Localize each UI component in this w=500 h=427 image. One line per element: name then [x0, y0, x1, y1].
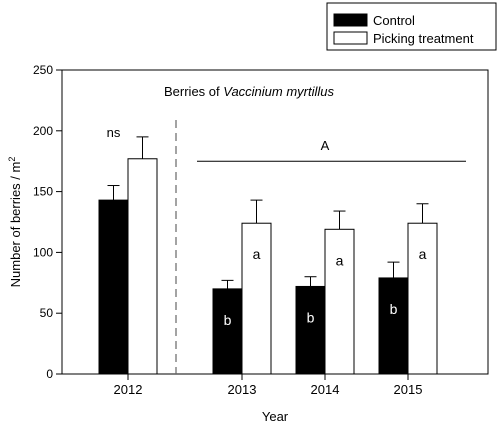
- y-tick-label: 250: [33, 63, 53, 77]
- legend-swatch-control: [333, 13, 368, 27]
- x-axis-label: Year: [262, 409, 289, 424]
- legend-label-picking: Picking treatment: [373, 31, 474, 46]
- bar: [212, 288, 243, 375]
- bar: [127, 158, 158, 375]
- significance-letter: b: [390, 301, 398, 317]
- plot-frame: [61, 69, 489, 375]
- legend-swatch-picking: [333, 31, 368, 45]
- bar: [241, 222, 272, 375]
- chart-title: Berries of Vaccinium myrtillus: [164, 84, 335, 99]
- x-tick-label: 2014: [311, 382, 340, 397]
- bar: [407, 222, 438, 375]
- bars-layer: b b b a a a: [98, 136, 438, 375]
- x-tick-label: 2012: [114, 382, 143, 397]
- y-tick-label: 0: [46, 367, 53, 381]
- y-axis-label-text: Number of berries / m: [8, 162, 23, 288]
- y-tick-label: 200: [33, 124, 53, 138]
- y-axis-label-superscript: 2: [7, 157, 17, 162]
- significance-letter: a: [253, 246, 261, 262]
- significance-letter: a: [336, 252, 344, 268]
- legend: Control Picking treatment: [326, 2, 497, 51]
- bar: [324, 228, 355, 375]
- significance-letter: a: [419, 246, 427, 262]
- x-tick-label: 2013: [228, 382, 257, 397]
- annotation-layer: ns A: [107, 125, 466, 162]
- y-axis-label: Number of berries / m2: [7, 157, 23, 288]
- chart-title-prefix: Berries of: [164, 84, 223, 99]
- bar: [98, 199, 129, 375]
- x-tick-label: 2015: [394, 382, 423, 397]
- legend-label-control: Control: [373, 13, 415, 28]
- group-label: A: [321, 138, 330, 153]
- significance-letter: b: [307, 309, 315, 325]
- y-tick-label: 50: [40, 306, 54, 320]
- y-tick-label: 150: [33, 185, 53, 199]
- axis-layer: 0 50 100 150 200 250 2012 2013 2014 2015: [33, 63, 422, 397]
- significance-letter: b: [224, 312, 232, 328]
- bar: [295, 285, 326, 375]
- y-tick-label: 100: [33, 245, 53, 259]
- chart-title-species: Vaccinium myrtillus: [223, 84, 334, 99]
- ns-label: ns: [107, 125, 121, 140]
- bar: [378, 277, 409, 375]
